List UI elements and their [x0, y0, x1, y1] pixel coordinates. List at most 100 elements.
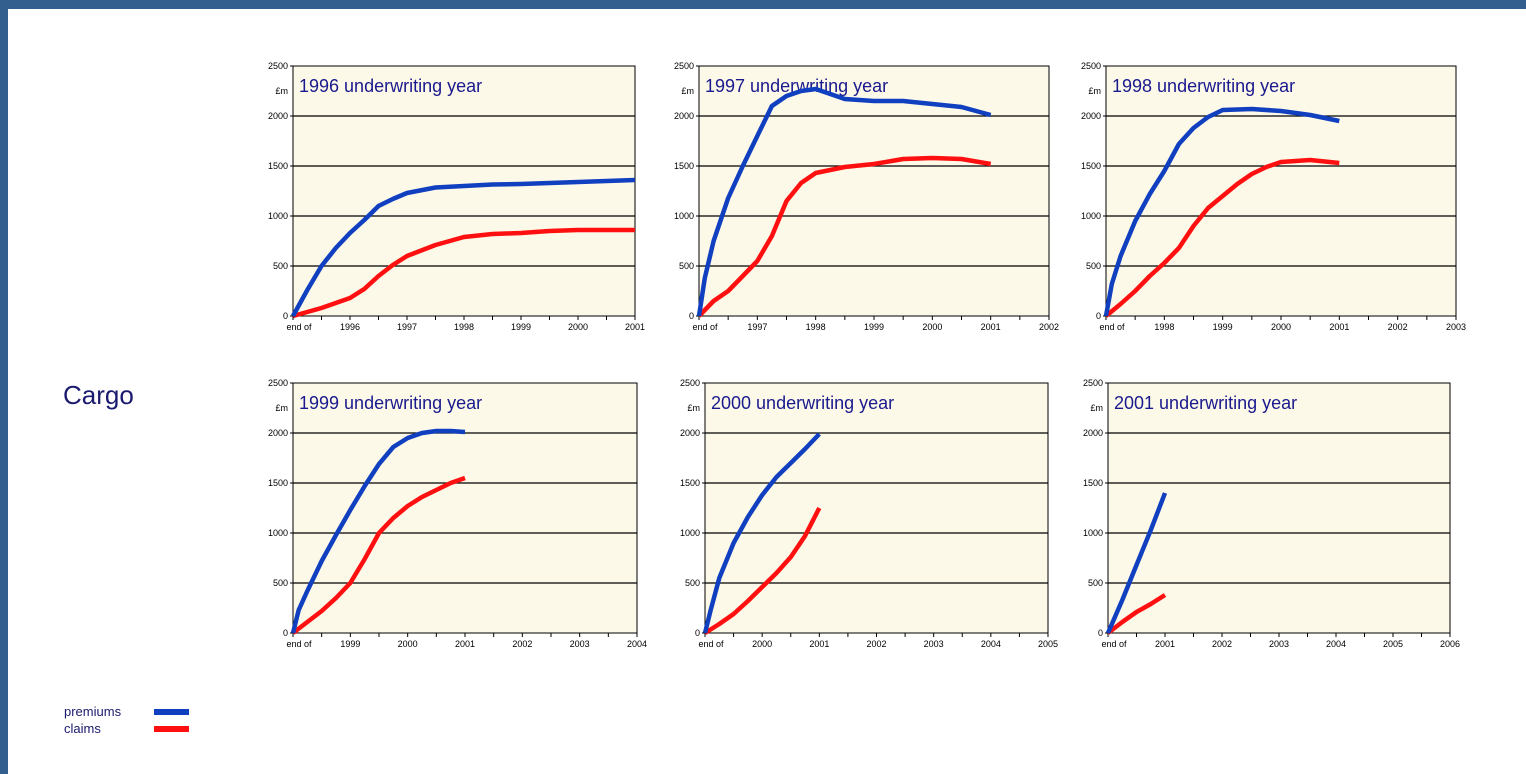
series-line-claims [697, 155, 992, 318]
y-tick-label: 2500 [1083, 378, 1103, 388]
x-tick-label: 1999 [864, 322, 884, 332]
y-tick-label: 0 [695, 628, 700, 638]
x-tick-label: 2003 [1446, 322, 1466, 332]
section-label: Cargo [63, 380, 134, 410]
y-tick-label: 2000 [1083, 428, 1103, 438]
series-line-claims [1106, 593, 1167, 635]
chart-3: 0 500 1000 1500 2000 2500 £m end of 1998 1999 2000… [1081, 61, 1466, 332]
legend-label-premiums: premiums [64, 704, 122, 719]
x-tick-label: 2000 [398, 639, 418, 649]
chart-6: 0 500 1000 1500 2000 2500 £m end of 2001 2002 2003… [1083, 378, 1460, 649]
y-tick-label: 1000 [268, 211, 288, 221]
x-tick-label: 1996 [340, 322, 360, 332]
y-tick-label: 1500 [1083, 478, 1103, 488]
x-tick-label: 1998 [454, 322, 474, 332]
chart-title: 1996 underwriting year [299, 76, 482, 96]
x-tick-label: 2005 [1038, 639, 1058, 649]
series-line-premiums [702, 432, 821, 634]
x-tick-label: 2001 [809, 639, 829, 649]
x-tick-label: end of [1099, 322, 1125, 332]
series-line-premiums [1103, 106, 1340, 317]
y-tick-label: 2500 [1081, 61, 1101, 71]
x-tick-label: 2002 [1212, 639, 1232, 649]
y-tick-label: 2500 [268, 378, 288, 388]
x-tick-label: 1999 [340, 639, 360, 649]
plot-area [292, 382, 638, 634]
x-tick-label: 2001 [1329, 322, 1349, 332]
x-tick-label: 2001 [625, 322, 645, 332]
x-tick-label: 1997 [397, 322, 417, 332]
chart-1: 0 500 1000 1500 2000 2500 £m end of 1996 1997 1998… [268, 61, 645, 332]
x-tick-label: 2002 [512, 639, 532, 649]
x-tick-label: 2000 [922, 322, 942, 332]
y-tick-label: 0 [1096, 311, 1101, 321]
x-tick-label: end of [692, 322, 718, 332]
y-unit-label: £m [687, 403, 700, 413]
x-tick-label: 1998 [1154, 322, 1174, 332]
chart-title: 2001 underwriting year [1114, 393, 1297, 413]
x-tick-label: end of [698, 639, 724, 649]
x-tick-label: 2000 [1271, 322, 1291, 332]
chart-2: 0 500 1000 1500 2000 2500 £m end of 1997 1998 1999… [674, 61, 1059, 332]
x-tick-label: 2001 [1155, 639, 1175, 649]
x-tick-label: 2002 [866, 639, 886, 649]
series-line-premiums [1105, 492, 1168, 634]
y-tick-label: 500 [685, 578, 700, 588]
y-tick-label: 0 [283, 628, 288, 638]
y-tick-label: 2000 [268, 111, 288, 121]
chart-title: 2000 underwriting year [711, 393, 894, 413]
y-tick-label: 0 [283, 311, 288, 321]
y-tick-label: 1500 [680, 478, 700, 488]
x-tick-label: 1999 [511, 322, 531, 332]
x-tick-label: 2004 [627, 639, 647, 649]
x-tick-label: end of [286, 639, 312, 649]
x-tick-label: 2004 [981, 639, 1001, 649]
x-tick-label: 2002 [1039, 322, 1059, 332]
x-tick-label: 2003 [570, 639, 590, 649]
plot-area [698, 65, 1050, 317]
plot-area [292, 65, 636, 317]
y-tick-label: 2500 [268, 61, 288, 71]
y-tick-label: 2500 [680, 378, 700, 388]
y-tick-label: 1000 [680, 528, 700, 538]
y-tick-label: 0 [689, 311, 694, 321]
y-tick-label: 1000 [268, 528, 288, 538]
series-line-claims [292, 227, 635, 319]
y-tick-label: 1000 [1083, 528, 1103, 538]
y-tick-label: 500 [679, 261, 694, 271]
window-frame-left [0, 0, 8, 774]
legend-label-claims: claims [64, 721, 101, 736]
y-tick-label: 500 [1086, 261, 1101, 271]
y-unit-label: £m [1090, 403, 1103, 413]
x-tick-label: 1999 [1213, 322, 1233, 332]
y-tick-label: 1500 [674, 161, 694, 171]
window-frame-top [0, 0, 1526, 9]
x-tick-label: 2003 [1269, 639, 1289, 649]
x-tick-label: end of [286, 322, 312, 332]
y-unit-label: £m [275, 86, 288, 96]
chart-5: 0 500 1000 1500 2000 2500 £m end of 2000 2001 2002… [680, 378, 1058, 649]
y-tick-label: 1000 [674, 211, 694, 221]
y-tick-label: 2500 [674, 61, 694, 71]
series-line-claims [1104, 157, 1340, 318]
y-tick-label: 500 [1088, 578, 1103, 588]
x-tick-label: 2005 [1383, 639, 1403, 649]
y-tick-label: 500 [273, 578, 288, 588]
y-tick-label: 2000 [268, 428, 288, 438]
x-tick-label: end of [1101, 639, 1127, 649]
x-tick-label: 1998 [806, 322, 826, 332]
y-tick-label: 1500 [268, 478, 288, 488]
series-line-claims [703, 506, 822, 635]
x-tick-label: 2003 [924, 639, 944, 649]
x-tick-label: 2000 [752, 639, 772, 649]
y-unit-label: £m [681, 86, 694, 96]
chart-4: 0 500 1000 1500 2000 2500 £m end of 1999 2000 2001… [268, 378, 647, 649]
plot-area [1105, 65, 1457, 317]
y-tick-label: 2000 [674, 111, 694, 121]
legend-swatch-claims [154, 726, 189, 732]
y-tick-label: 0 [1098, 628, 1103, 638]
plot-area [704, 382, 1049, 634]
series-line-premiums [291, 177, 636, 318]
legend-swatch-premiums [154, 709, 189, 715]
y-unit-label: £m [1088, 86, 1101, 96]
